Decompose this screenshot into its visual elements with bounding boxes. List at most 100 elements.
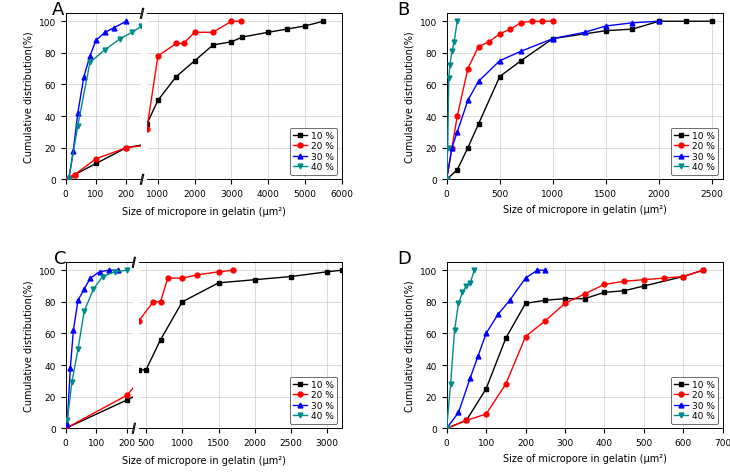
20 % xyxy=(620,279,629,285)
20 % xyxy=(482,411,491,417)
10 % xyxy=(442,426,451,431)
10 % xyxy=(178,299,187,305)
Line: 30 %: 30 % xyxy=(66,20,128,182)
10 % xyxy=(523,280,531,286)
40 % xyxy=(110,309,118,315)
40 % xyxy=(106,417,115,423)
20 % xyxy=(577,41,585,47)
10 % xyxy=(264,30,272,36)
30 % xyxy=(113,269,122,275)
40 % xyxy=(101,48,110,53)
30 % xyxy=(118,111,127,117)
20 % xyxy=(156,299,165,305)
Line: 20 %: 20 % xyxy=(64,20,730,182)
10 % xyxy=(517,59,526,64)
40 % xyxy=(118,123,127,129)
30 % xyxy=(107,366,115,371)
10 % xyxy=(215,367,224,373)
Text: D: D xyxy=(397,249,411,268)
10 % xyxy=(369,299,377,305)
30 % xyxy=(474,353,483,359)
30 % xyxy=(63,421,72,426)
30 % xyxy=(101,30,110,36)
20 % xyxy=(462,417,471,423)
20 % xyxy=(485,40,493,46)
20 % xyxy=(541,318,550,324)
Line: 30 %: 30 % xyxy=(65,268,120,426)
30 % xyxy=(548,37,557,42)
10 % xyxy=(521,301,530,307)
20 % xyxy=(447,146,456,151)
30 % xyxy=(123,26,131,31)
20 % xyxy=(228,268,237,274)
10 % xyxy=(628,27,637,33)
30 % xyxy=(505,298,514,304)
10 % xyxy=(250,277,259,283)
X-axis label: Size of micropore in gelatin (μm²): Size of micropore in gelatin (μm²) xyxy=(503,204,666,214)
20 % xyxy=(506,27,515,33)
10 % xyxy=(496,75,504,80)
40 % xyxy=(213,20,222,25)
10 % xyxy=(213,130,222,136)
Line: 40 %: 40 % xyxy=(108,268,127,423)
Line: 30 %: 30 % xyxy=(445,20,661,182)
20 % xyxy=(153,54,162,60)
20 % xyxy=(464,67,472,72)
20 % xyxy=(474,45,483,50)
40 % xyxy=(123,37,132,42)
40 % xyxy=(74,123,82,129)
40 % xyxy=(112,287,120,292)
40 % xyxy=(447,50,456,55)
10 % xyxy=(142,367,150,373)
20 % xyxy=(667,30,676,36)
10 % xyxy=(453,168,461,173)
10 % xyxy=(153,98,162,104)
10 % xyxy=(124,146,133,151)
20 % xyxy=(307,276,316,281)
10 % xyxy=(287,274,296,280)
Legend: 10 %, 20 %, 30 %, 40 %: 10 %, 20 %, 30 %, 40 % xyxy=(290,128,337,176)
40 % xyxy=(110,269,119,275)
Line: 30 %: 30 % xyxy=(445,268,548,431)
40 % xyxy=(85,60,94,66)
Line: 10 %: 10 % xyxy=(64,20,730,182)
30 % xyxy=(85,54,94,60)
10 % xyxy=(117,176,126,181)
30 % xyxy=(453,130,461,136)
20 % xyxy=(561,301,569,307)
10 % xyxy=(64,176,73,181)
40 % xyxy=(462,284,471,289)
40 % xyxy=(117,177,126,183)
10 % xyxy=(319,20,328,25)
20 % xyxy=(70,172,79,178)
Text: C: C xyxy=(53,249,66,268)
20 % xyxy=(185,318,193,324)
30 % xyxy=(533,268,542,274)
40 % xyxy=(128,21,137,27)
10 % xyxy=(681,20,690,25)
20 % xyxy=(209,30,218,36)
Line: 20 %: 20 % xyxy=(64,268,591,431)
30 % xyxy=(118,149,126,154)
20 % xyxy=(517,21,526,27)
30 % xyxy=(108,298,117,304)
40 % xyxy=(123,268,131,274)
40 % xyxy=(122,48,131,53)
40 % xyxy=(116,37,125,42)
20 % xyxy=(120,392,128,398)
30 % xyxy=(95,269,104,275)
10 % xyxy=(667,59,676,64)
10 % xyxy=(274,122,283,128)
30 % xyxy=(474,79,483,85)
10 % xyxy=(105,426,114,431)
30 % xyxy=(106,421,115,426)
10 % xyxy=(214,280,223,286)
40 % xyxy=(107,380,115,386)
Line: 10 %: 10 % xyxy=(119,20,326,182)
20 % xyxy=(180,41,188,47)
30 % xyxy=(115,268,124,274)
Legend: 10 %, 20 %, 30 %, 40 %: 10 %, 20 %, 30 %, 40 % xyxy=(290,377,337,424)
20 % xyxy=(117,176,126,181)
30 % xyxy=(74,111,82,117)
30 % xyxy=(80,287,88,292)
